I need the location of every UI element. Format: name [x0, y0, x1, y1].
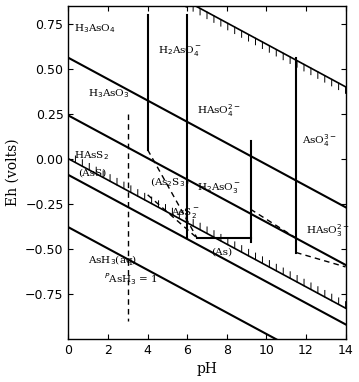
Text: H$_3$AsO$_4$: H$_3$AsO$_4$: [74, 23, 116, 36]
Text: HAsO$_3^{2-}$: HAsO$_3^{2-}$: [306, 222, 350, 239]
Text: (AsS): (AsS): [78, 169, 107, 178]
Text: AsO$_4^{3-}$: AsO$_4^{3-}$: [302, 132, 337, 149]
Text: H$_2$AsO$_4^-$: H$_2$AsO$_4^-$: [158, 44, 202, 58]
Y-axis label: Eh (volts): Eh (volts): [5, 139, 19, 206]
Text: (As): (As): [211, 248, 232, 257]
X-axis label: pH: pH: [197, 363, 218, 376]
Text: (As$_2$S$_3$): (As$_2$S$_3$): [150, 175, 189, 189]
Text: H$_2$AsO$_3^-$: H$_2$AsO$_3^-$: [197, 181, 241, 194]
Text: AsH$_3$(aq): AsH$_3$(aq): [88, 253, 137, 267]
Text: $^P$AsH$_3$ = 1: $^P$AsH$_3$ = 1: [104, 272, 158, 287]
Text: H$_3$AsO$_3$: H$_3$AsO$_3$: [88, 87, 130, 100]
Text: AsS$_2^-$: AsS$_2^-$: [171, 206, 200, 220]
Text: HAsS$_2$: HAsS$_2$: [74, 149, 109, 162]
Text: HAsO$_4^{2-}$: HAsO$_4^{2-}$: [197, 102, 241, 118]
